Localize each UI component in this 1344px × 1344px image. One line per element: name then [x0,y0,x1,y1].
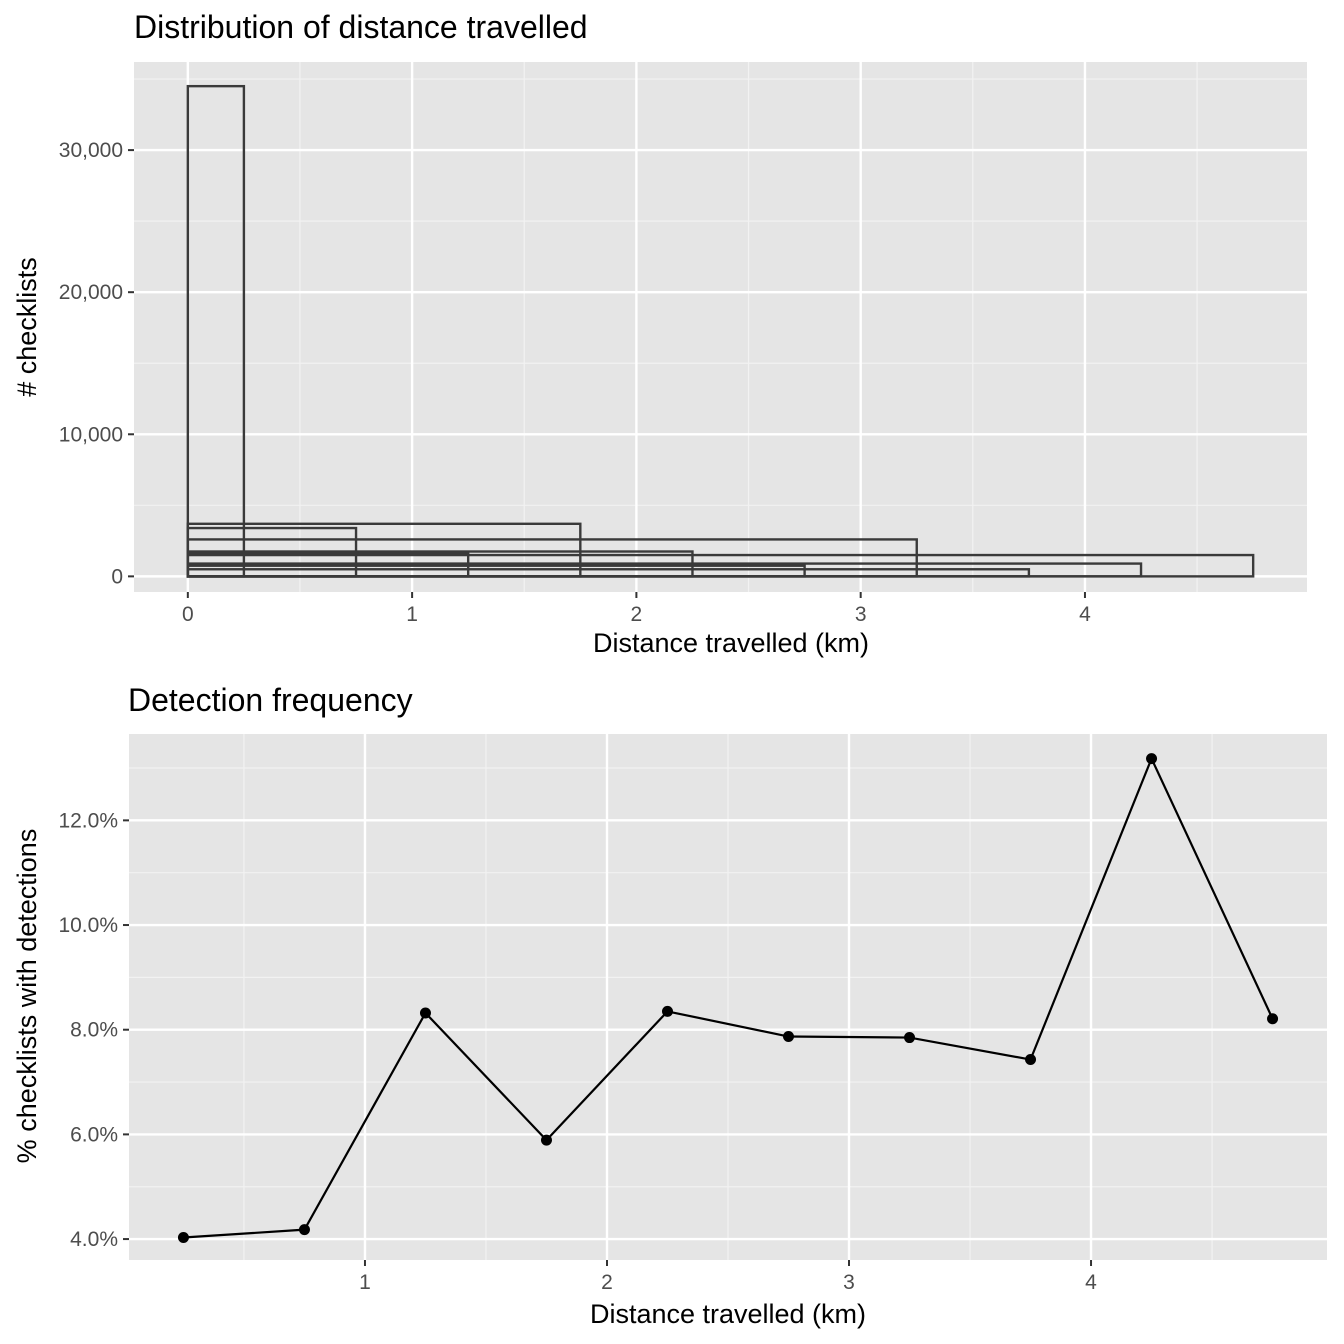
data-point [904,1032,916,1044]
y-tick-label: 0 [111,565,123,588]
series-line-path [183,755,1274,1239]
data-point [783,1031,795,1043]
gridlines [129,734,1327,1260]
histogram-bar [186,568,1031,578]
histogram-bars [186,84,1255,578]
data-point [540,1134,552,1146]
y-axis-title: % checklists with detections [12,829,42,1164]
x-tick-label: 3 [843,1271,855,1294]
x-axis-title: Distance travelled (km) [590,1299,866,1329]
data-point [1267,1013,1279,1025]
y-tick-label: 4.0% [70,1228,118,1251]
x-tick-label: 1 [406,603,418,626]
detection-frequency-panel: Detection frequency 1 2 3 4 4.0% 6.0% 8.0% 10.… [12,682,1327,1329]
y-tick-label: 6.0% [70,1123,118,1146]
x-tick-label: 3 [855,603,867,626]
x-tick-label: 0 [182,603,194,626]
x-tick-label: 4 [1079,603,1091,626]
data-point [298,1224,310,1236]
data-point [177,1231,189,1243]
y-axis: 0 10,000 20,000 30,000 [59,139,134,588]
x-axis: 1 2 3 4 [359,1260,1097,1294]
y-axis: 4.0% 6.0% 8.0% 10.0% 12.0% [58,809,129,1251]
x-axis-title: Distance travelled (km) [593,628,869,658]
y-tick-label: 8.0% [70,1019,118,1042]
x-tick-label: 2 [601,1271,613,1294]
chart-title: Detection frequency [128,682,413,718]
gridlines [134,62,1307,592]
data-point [1025,1054,1037,1066]
distance-histogram-panel: Distribution of distance travelled 0 1 2 3 4… [12,9,1307,658]
y-tick-label: 20,000 [59,281,123,304]
y-tick-label: 10.0% [58,914,118,937]
series-line [177,753,1279,1243]
plot-background [134,62,1307,592]
y-tick-label: 30,000 [59,139,123,162]
data-point [661,1005,673,1017]
y-tick-label: 12.0% [58,809,118,832]
data-point [1146,753,1158,765]
x-tick-label: 2 [631,603,643,626]
data-point [419,1007,431,1019]
y-axis-title: # checklists [12,257,42,397]
x-tick-label: 1 [359,1271,371,1294]
x-axis: 0 1 2 3 4 [182,592,1091,626]
chart-title: Distribution of distance travelled [134,9,588,45]
x-tick-label: 4 [1085,1271,1097,1294]
y-tick-label: 10,000 [59,423,123,446]
